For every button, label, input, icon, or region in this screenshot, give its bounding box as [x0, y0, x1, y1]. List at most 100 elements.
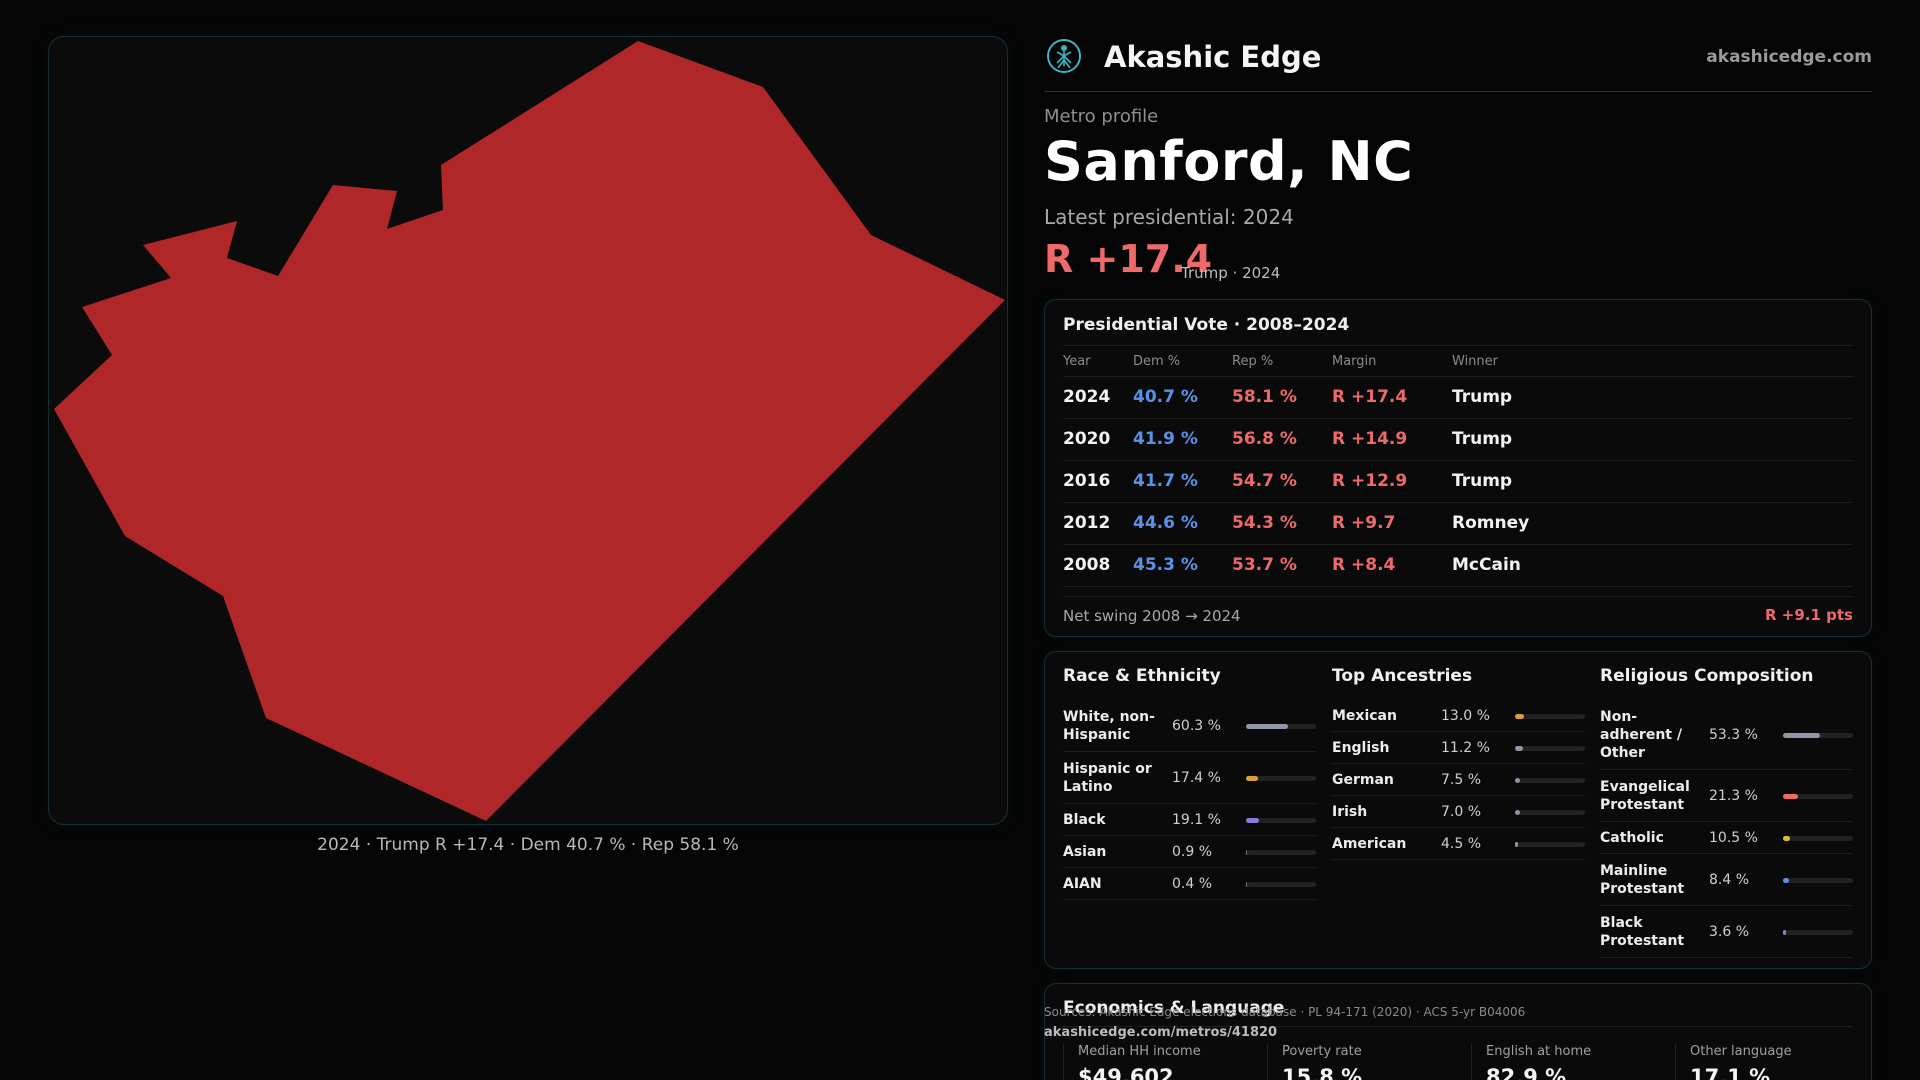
profile-eyebrow: Metro profile: [1044, 106, 1159, 127]
latest-margin: R +17.4: [1044, 237, 1213, 281]
presidential-vote-card: Presidential Vote · 2008–2024 Year Dem %…: [1044, 299, 1872, 637]
list-item: Black 19.1 %: [1063, 804, 1316, 836]
stat-value: 82.9 %: [1486, 1065, 1567, 1080]
stat-value: $49,602: [1078, 1065, 1174, 1080]
percent-bar: [1515, 745, 1585, 751]
percent-bar-fill: [1783, 877, 1789, 883]
row-winner: Romney: [1452, 513, 1530, 533]
item-label: Mexican: [1332, 708, 1397, 724]
percent-bar-fill: [1246, 849, 1248, 855]
percent-bar-fill: [1515, 745, 1523, 751]
stat-label: Poverty rate: [1282, 1044, 1362, 1059]
metro-boundary-shape[interactable]: [54, 41, 1005, 821]
row-winner: Trump: [1452, 471, 1513, 491]
brand-url-link[interactable]: akashicedge.com: [1706, 47, 1872, 67]
item-value: 19.1 %: [1172, 811, 1221, 828]
item-label: Hispanic or Latino: [1063, 761, 1152, 795]
item-value: 3.6 %: [1709, 923, 1750, 940]
table-row: 2016 41.7 % 54.7 % R +12.9 Trump: [1063, 461, 1853, 503]
percent-bar-fill: [1515, 713, 1525, 719]
net-swing-row: Net swing 2008 → 2024 R +9.1 pts: [1063, 596, 1853, 625]
percent-bar-fill: [1783, 732, 1821, 738]
row-dem-pct: 44.6 %: [1133, 513, 1198, 533]
percent-bar-fill: [1783, 835, 1791, 841]
item-label: Catholic: [1600, 830, 1664, 846]
row-rep-pct: 54.3 %: [1232, 513, 1297, 533]
percent-bar: [1783, 929, 1853, 935]
list-item: German 7.5 %: [1332, 764, 1585, 796]
item-value: 0.4 %: [1172, 875, 1213, 892]
profile-column: Akashic Edge akashicedge.com Metro profi…: [1044, 0, 1872, 1080]
metro-map[interactable]: [49, 37, 1008, 825]
list-item: White, non-Hispanic 60.3 %: [1063, 700, 1316, 752]
race-list: White, non-Hispanic 60.3 % Hispanic or Lat…: [1063, 700, 1316, 900]
list-item: Mainline Protestant 8.4 %: [1600, 854, 1853, 906]
list-item: Asian 0.9 %: [1063, 836, 1316, 868]
col-header-year: Year: [1063, 354, 1091, 369]
item-label: Mainline Protestant: [1600, 863, 1685, 897]
item-value: 21.3 %: [1709, 787, 1758, 804]
demographics-card: Race & Ethnicity White, non-Hispanic 60.3…: [1044, 651, 1872, 969]
row-year: 2008: [1063, 555, 1111, 575]
item-label: English: [1332, 740, 1390, 756]
ancestry-list: Mexican 13.0 % English 11.2 % German 7.5 % Iri…: [1332, 700, 1585, 860]
percent-bar: [1783, 877, 1853, 883]
stat-english-at-home: English at home 82.9 %: [1471, 1044, 1661, 1080]
item-value: 17.4 %: [1172, 769, 1221, 786]
net-swing-value: R +9.1 pts: [1765, 606, 1853, 624]
item-label: Asian: [1063, 844, 1107, 860]
row-rep-pct: 58.1 %: [1232, 387, 1297, 407]
row-winner: McCain: [1452, 555, 1521, 575]
percent-bar-fill: [1515, 777, 1521, 783]
permalink[interactable]: akashicedge.com/metros/41820: [1044, 1025, 1278, 1040]
row-year: 2024: [1063, 387, 1111, 407]
item-label: Black: [1063, 812, 1106, 828]
row-margin: R +12.9: [1332, 471, 1408, 491]
list-item: Black Protestant 3.6 %: [1600, 906, 1853, 958]
row-dem-pct: 45.3 %: [1133, 555, 1198, 575]
stat-value: 17.1 %: [1690, 1065, 1771, 1080]
list-item: AIAN 0.4 %: [1063, 868, 1316, 900]
row-year: 2020: [1063, 429, 1111, 449]
list-item: American 4.5 %: [1332, 828, 1585, 860]
col-header-winner: Winner: [1452, 354, 1499, 369]
stat-label: Median HH income: [1078, 1044, 1201, 1059]
item-label: American: [1332, 836, 1407, 852]
percent-bar: [1515, 713, 1585, 719]
latest-margin-subtitle: Trump · 2024: [1181, 264, 1281, 282]
percent-bar-fill: [1515, 841, 1519, 847]
table-row: 2008 45.3 % 53.7 % R +8.4 McCain: [1063, 545, 1853, 587]
item-value: 11.2 %: [1441, 739, 1490, 756]
list-item: Hispanic or Latino 17.4 %: [1063, 752, 1316, 804]
item-label: Irish: [1332, 804, 1368, 820]
stat-poverty-rate: Poverty rate 15.8 %: [1267, 1044, 1457, 1080]
tree-of-life-icon[interactable]: [1046, 38, 1082, 74]
table-row: 2024 40.7 % 58.1 % R +17.4 Trump: [1063, 377, 1853, 419]
row-rep-pct: 53.7 %: [1232, 555, 1297, 575]
brand-header: Akashic Edge akashicedge.com: [1044, 34, 1872, 92]
percent-bar-fill: [1783, 929, 1786, 935]
row-rep-pct: 56.8 %: [1232, 429, 1297, 449]
row-year: 2012: [1063, 513, 1111, 533]
col-header-margin: Margin: [1332, 354, 1377, 369]
table-row: 2020 41.9 % 56.8 % R +14.9 Trump: [1063, 419, 1853, 461]
list-item: English 11.2 %: [1332, 732, 1585, 764]
brand-name[interactable]: Akashic Edge: [1104, 40, 1322, 74]
vote-table-header: Year Dem % Rep % Margin Winner: [1063, 345, 1853, 377]
map-panel: [48, 36, 1008, 825]
stat-label: Other language: [1690, 1044, 1792, 1059]
item-value: 10.5 %: [1709, 829, 1758, 846]
list-item: Catholic 10.5 %: [1600, 822, 1853, 854]
economics-card-title: Economics & Language: [1063, 998, 1285, 1018]
item-label: Non-adherent / Other: [1600, 709, 1682, 761]
percent-bar-fill: [1783, 793, 1798, 799]
col-header-dem: Dem %: [1133, 354, 1181, 369]
item-value: 60.3 %: [1172, 717, 1221, 734]
row-dem-pct: 41.7 %: [1133, 471, 1198, 491]
stat-median-income: Median HH income $49,602: [1063, 1044, 1253, 1080]
percent-bar: [1246, 723, 1316, 729]
item-label: Black Protestant: [1600, 915, 1685, 949]
item-value: 0.9 %: [1172, 843, 1213, 860]
percent-bar-fill: [1246, 775, 1259, 781]
item-value: 13.0 %: [1441, 707, 1490, 724]
